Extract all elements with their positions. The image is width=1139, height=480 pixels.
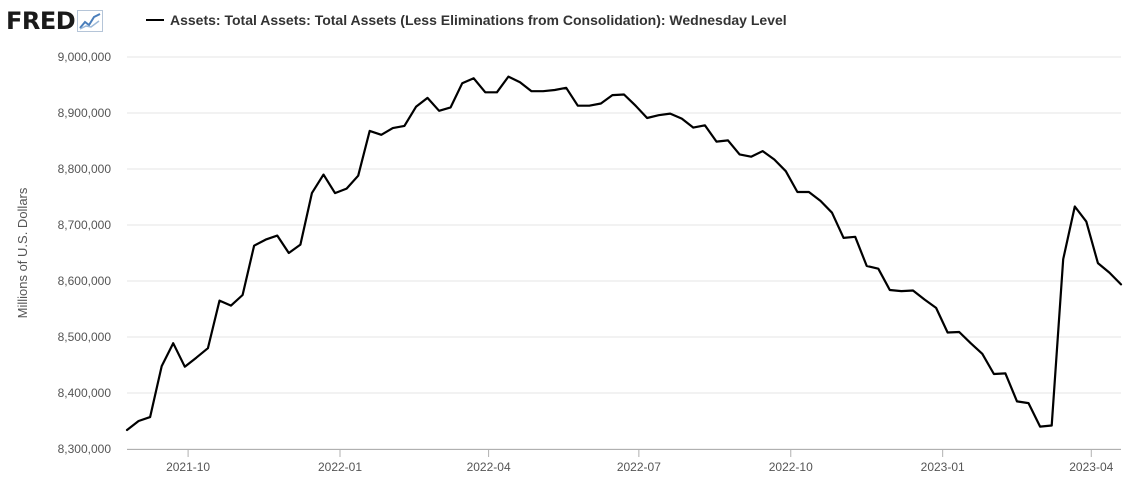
series <box>125 75 1123 432</box>
x-tick-label: 2022-10 <box>769 460 813 474</box>
grid-lines <box>127 56 1121 450</box>
x-tick-label: 2022-01 <box>318 460 362 474</box>
y-tick-label: 8,900,000 <box>58 106 112 120</box>
y-tick-label: 8,500,000 <box>58 330 112 344</box>
x-tick-label: 2023-04 <box>1069 460 1113 474</box>
legend-label: Assets: Total Assets: Total Assets (Less… <box>170 12 787 28</box>
x-tick-label: 2021-10 <box>166 460 210 474</box>
axes <box>127 449 1121 457</box>
chart-line-icon <box>77 10 104 32</box>
y-tick-label: 8,300,000 <box>58 442 112 456</box>
series-line[interactable] <box>125 75 1123 432</box>
x-tick-label: 2022-07 <box>617 460 661 474</box>
y-tick-label: 8,600,000 <box>58 274 112 288</box>
y-tick-label: 8,700,000 <box>58 218 112 232</box>
y-tick-label: 8,400,000 <box>58 386 112 400</box>
y-tick-label: 9,000,000 <box>58 50 112 64</box>
y-axis-title: Millions of U.S. Dollars <box>15 187 30 318</box>
y-tick-label: 8,800,000 <box>58 162 112 176</box>
chart-legend: Assets: Total Assets: Total Assets (Less… <box>146 12 787 28</box>
fred-logo-text: FRED <box>6 7 76 35</box>
x-tick-label: 2023-01 <box>921 460 965 474</box>
legend-swatch <box>146 19 164 21</box>
fred-logo[interactable]: FRED <box>6 6 104 36</box>
tick-labels: 8,300,000 8,400,000 8,500,000 8,600,000 8,70… <box>58 50 1114 474</box>
x-tick-label: 2022-04 <box>467 460 511 474</box>
